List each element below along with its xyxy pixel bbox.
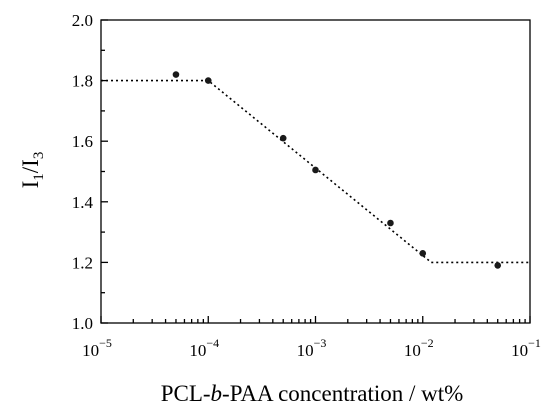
x-tick-label: 10−4 xyxy=(189,336,219,360)
x-tick-label-exponent: −4 xyxy=(206,336,219,350)
x-tick-label: 10−3 xyxy=(297,336,327,360)
data-point xyxy=(312,166,319,174)
y-axis-label-i1: I xyxy=(18,181,43,189)
x-axis-label-suffix: -PAA concentration / wt% xyxy=(222,381,463,406)
y-axis-label-sub3: 3 xyxy=(31,152,47,160)
data-point xyxy=(494,262,502,269)
x-tick-label-base: 10 xyxy=(82,341,99,360)
x-tick-label-exponent: −5 xyxy=(99,336,112,350)
data-point xyxy=(419,250,427,257)
y-tick-label: 1.4 xyxy=(72,193,94,212)
x-axis-ticks: 10−5 10−4 10−3 10−2 10−1 xyxy=(82,316,541,360)
y-tick-label: 1.8 xyxy=(72,72,93,91)
y-axis-label-i3: I xyxy=(18,159,43,167)
x-tick-label-base: 10 xyxy=(189,341,206,360)
data-points xyxy=(172,71,502,269)
x-tick-label: 10−5 xyxy=(82,336,112,360)
data-point xyxy=(172,71,180,78)
y-tick-label: 1.2 xyxy=(72,253,93,272)
fit-line xyxy=(101,79,530,264)
y-axis-label-slash: / xyxy=(18,166,43,173)
data-point xyxy=(279,134,287,142)
y-tick-label: 1.0 xyxy=(72,314,93,333)
x-tick-label-exponent: −1 xyxy=(528,336,541,350)
x-tick-label-base: 10 xyxy=(511,341,528,360)
y-axis-ticks: 1.0 1.2 1.4 1.6 1.8 2.0 xyxy=(72,11,108,333)
y-tick-label: 1.6 xyxy=(72,132,93,151)
x-axis-label-italic: b xyxy=(211,381,223,406)
x-tick-label-exponent: −3 xyxy=(314,336,327,350)
y-axis-label: I1/I3 xyxy=(18,152,47,189)
y-tick-label: 2.0 xyxy=(72,11,93,30)
x-tick-label-exponent: −2 xyxy=(421,336,434,350)
x-axis-label: PCL-b-PAA concentration / wt% xyxy=(161,381,464,406)
data-point xyxy=(204,77,212,84)
x-tick-label-base: 10 xyxy=(404,341,421,360)
x-axis-label-prefix: PCL- xyxy=(161,381,211,406)
fit-line-group xyxy=(101,79,530,264)
x-tick-label: 10−2 xyxy=(404,336,434,360)
y-axis-label-sub1: 1 xyxy=(31,173,47,181)
x-tick-label: 10−1 xyxy=(511,336,541,360)
data-point xyxy=(387,219,394,227)
x-tick-label-base: 10 xyxy=(297,341,314,360)
